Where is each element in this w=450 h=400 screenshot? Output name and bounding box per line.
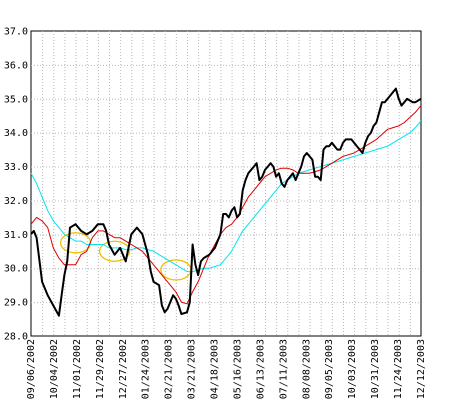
y-tick-label: 31.0 [4, 230, 28, 241]
x-tick-label: 07/11/2003 [278, 339, 289, 399]
x-axis-labels: 09/06/2002 10/04/2002 11/01/2002 11/29/2002… [26, 339, 427, 399]
x-tick-label: 08/08/2003 [301, 339, 312, 399]
x-tick-label: 12/12/2003 [416, 339, 427, 399]
y-tick-label: 35.0 [4, 94, 28, 105]
x-tick-label: 09/06/2002 [26, 339, 37, 399]
slow-ma-line [30, 120, 422, 273]
series-lines [30, 87, 422, 317]
x-tick-label: 11/24/2003 [393, 339, 404, 399]
x-tick-label: 03/21/2003 [187, 339, 198, 399]
x-tick-label: 02/21/2003 [164, 339, 175, 399]
y-axis-labels: 28.0 29.0 30.0 31.0 32.0 33.0 34.0 35.0 36.0 37.0 [4, 27, 28, 343]
x-tick-label: 09/05/2003 [324, 339, 335, 399]
y-tick-label: 36.0 [4, 60, 28, 71]
highlight-circle [98, 240, 131, 262]
y-tick-label: 37.0 [4, 27, 28, 38]
x-tick-label: 01/24/2003 [141, 339, 152, 399]
grid-lines [31, 31, 421, 336]
x-tick-label: 05/16/2003 [232, 339, 243, 399]
x-tick-label: 11/29/2002 [95, 339, 106, 399]
fast-ma-line [30, 105, 422, 305]
y-tick-label: 28.0 [4, 332, 28, 343]
y-tick-label: 33.0 [4, 162, 28, 173]
x-tick-label: 10/04/2002 [49, 339, 60, 399]
y-tick-label: 32.0 [4, 196, 28, 207]
price-line [30, 87, 422, 317]
x-tick-label: 10/03/2003 [347, 339, 358, 399]
y-tick-label: 34.0 [4, 128, 28, 139]
x-tick-label: 12/27/2002 [118, 339, 129, 399]
y-tick-label: 29.0 [4, 298, 28, 309]
plot-area-border [30, 30, 422, 337]
x-tick-label: 11/01/2002 [72, 339, 83, 399]
x-tick-label: 10/31/2003 [370, 339, 381, 399]
x-tick-label: 06/13/2003 [255, 339, 266, 399]
x-tick-label: 04/18/2003 [210, 339, 221, 399]
y-tick-label: 30.0 [4, 264, 28, 275]
